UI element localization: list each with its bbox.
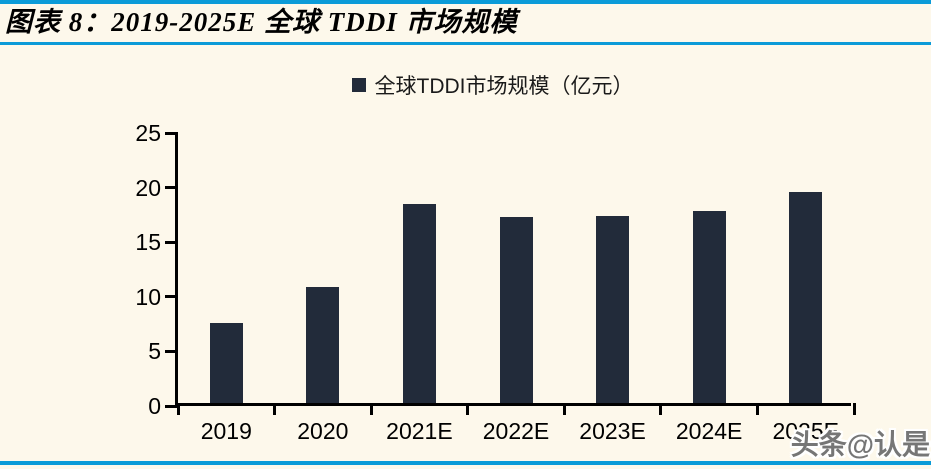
x-axis-label: 2020 xyxy=(297,418,349,444)
y-axis-tick xyxy=(165,131,178,135)
title-underline xyxy=(0,42,931,45)
y-axis-label: 0 xyxy=(148,393,161,419)
top-border-line xyxy=(0,0,931,4)
watermark: 头条@认是 xyxy=(790,429,930,460)
legend-square-icon xyxy=(351,78,366,92)
bar-2020 xyxy=(306,287,340,403)
x-axis-label: 2024E xyxy=(675,418,743,444)
y-axis-tick xyxy=(165,349,178,353)
bottom-border-line xyxy=(0,461,931,465)
y-axis-label: 15 xyxy=(135,229,161,256)
figure-title: 图表 8：2019-2025E 全球 TDDI 市场规模 xyxy=(5,7,518,37)
bar-2024E xyxy=(692,210,726,403)
x-axis-label: 2025E xyxy=(772,418,839,444)
x-axis-tick xyxy=(369,403,373,415)
x-axis-label: 2019 xyxy=(200,418,252,444)
x-axis-tick xyxy=(273,403,277,415)
bar-2025E xyxy=(789,192,823,403)
chart-legend: 全球TDDI市场规模（亿元） xyxy=(27,70,931,100)
x-axis-label: 2022E xyxy=(482,418,550,444)
y-axis-label: 20 xyxy=(135,174,161,201)
y-axis-label: 5 xyxy=(148,338,161,365)
legend-label: 全球TDDI市场规模（亿元） xyxy=(374,75,634,98)
bar-2023E xyxy=(596,216,630,403)
x-axis-tick xyxy=(562,403,566,415)
y-axis-tick xyxy=(165,240,178,244)
x-axis-label: 2023E xyxy=(579,418,646,444)
x-axis-tick xyxy=(659,403,663,415)
x-axis-tick xyxy=(755,403,759,415)
y-axis-tick xyxy=(165,404,178,408)
y-axis-tick xyxy=(165,186,178,190)
y-axis-tick xyxy=(165,295,178,299)
plot-area: 0 5 10 15 20 25 2019 2020 2021E 2022E 2023E 2024E 20… xyxy=(135,120,856,444)
bar-2022E xyxy=(499,217,533,403)
x-axis-tick xyxy=(852,403,856,415)
bar-2021E xyxy=(402,204,436,403)
y-axis-label: 10 xyxy=(135,283,161,310)
x-axis-label: 2021E xyxy=(386,418,453,444)
y-axis-label: 25 xyxy=(135,120,161,146)
x-axis-tick xyxy=(176,403,180,415)
x-axis-tick xyxy=(466,403,470,415)
bar-2019 xyxy=(209,323,243,403)
